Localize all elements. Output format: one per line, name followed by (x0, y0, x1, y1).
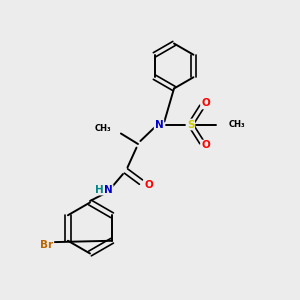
Text: O: O (201, 140, 210, 151)
Text: O: O (144, 179, 153, 190)
Text: CH₃: CH₃ (94, 124, 111, 133)
Text: CH₃: CH₃ (229, 120, 245, 129)
Text: H: H (95, 185, 103, 195)
Text: Br: Br (40, 239, 53, 250)
Text: N: N (104, 185, 113, 195)
Text: N: N (154, 119, 164, 130)
Text: O: O (201, 98, 210, 109)
Text: S: S (187, 119, 194, 130)
